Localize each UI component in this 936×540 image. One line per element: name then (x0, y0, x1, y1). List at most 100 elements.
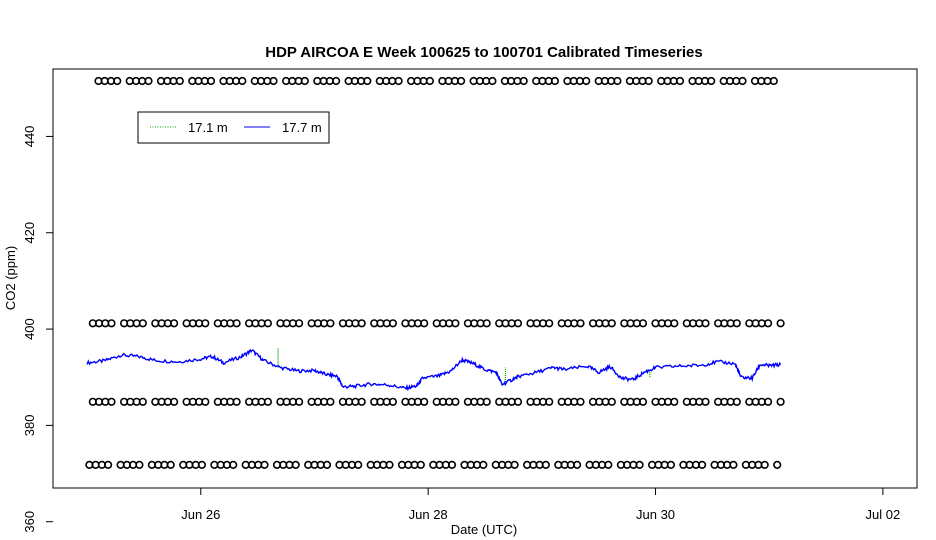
marker-point (138, 319, 147, 328)
marker-point (420, 397, 429, 406)
marker-point (332, 76, 341, 86)
marker-point (206, 76, 216, 86)
marker-point (572, 460, 582, 470)
marker-point (170, 319, 179, 328)
marker-point (701, 397, 710, 406)
marker-point (763, 319, 773, 328)
y-tick-label: 360 (22, 511, 37, 533)
marker-point (394, 76, 403, 86)
marker-point (135, 460, 144, 470)
marker-point (670, 319, 679, 328)
marker-point (166, 460, 175, 470)
marker-point (357, 397, 366, 406)
x-tick-label: Jun 28 (409, 507, 448, 522)
marker-point (291, 460, 300, 470)
legend-label-17-7m: 17.7 m (282, 120, 322, 135)
marker-point (103, 460, 113, 470)
x-tick-label: Jun 30 (636, 507, 675, 522)
marker-point (447, 460, 457, 470)
marker-point (295, 319, 304, 328)
marker-point (232, 397, 241, 406)
marker-point (388, 397, 398, 406)
marker-point (201, 397, 210, 406)
x-tick-label: Jun 26 (181, 507, 220, 522)
marker-point (295, 397, 304, 406)
marker-point (326, 319, 335, 328)
marker-point (769, 76, 778, 86)
y-axis-label: CO2 (ppm) (3, 246, 18, 310)
marker-point (519, 76, 528, 86)
marker-point (513, 397, 523, 406)
marker-point (729, 460, 738, 470)
marker-point (170, 397, 179, 406)
marker-point (482, 397, 491, 406)
marker-point (707, 76, 716, 86)
y-tick-label: 400 (22, 318, 37, 340)
marker-point (545, 319, 554, 328)
marker-point (238, 76, 247, 86)
marker-point (451, 319, 460, 328)
marker-point (697, 460, 707, 470)
marker-point (385, 460, 394, 470)
marker-point (607, 397, 616, 406)
x-axis-label: Date (UTC) (451, 522, 517, 537)
marker-point (604, 460, 613, 470)
marker-point (635, 460, 644, 470)
marker-point (388, 319, 398, 328)
marker-point (763, 397, 773, 406)
marker-point (773, 460, 782, 470)
marker-row (88, 319, 785, 328)
marker-point (513, 319, 523, 328)
marker-point (300, 76, 309, 86)
marker-point (197, 460, 206, 470)
marker-point (613, 76, 622, 86)
marker-point (425, 76, 435, 86)
marker-point (550, 76, 560, 86)
marker-point (457, 76, 466, 86)
marker-point (363, 76, 372, 86)
marker-point (638, 319, 648, 328)
legend-box (137, 111, 330, 144)
marker-point (357, 319, 366, 328)
legend: 17.1 m 17.7 m (137, 111, 330, 144)
marker-point (644, 76, 653, 86)
marker-point (760, 460, 769, 470)
marker-row (94, 76, 778, 86)
marker-point (269, 76, 278, 86)
marker-point (732, 397, 741, 406)
marker-point (260, 460, 269, 470)
data-layer (85, 76, 785, 470)
marker-point (232, 319, 241, 328)
marker-point (138, 397, 147, 406)
y-tick-label: 440 (22, 126, 37, 148)
marker-point (541, 460, 550, 470)
marker-point (607, 319, 616, 328)
marker-point (482, 319, 491, 328)
marker-point (776, 397, 785, 406)
x-tick-label: Jul 02 (866, 507, 901, 522)
marker-row (88, 397, 785, 406)
legend-label-17-1m: 17.1 m (188, 120, 228, 135)
plot-frame (52, 68, 918, 489)
marker-point (263, 319, 273, 328)
marker-point (666, 460, 676, 470)
marker-point (326, 397, 335, 406)
marker-point (479, 460, 488, 470)
marker-point (510, 460, 519, 470)
series-line-17-7m (86, 349, 782, 391)
marker-point (576, 319, 585, 328)
x-axis: Jun 26 Jun 28 Jun 30 Jul 02 (181, 488, 900, 522)
marker-point (416, 460, 425, 470)
y-tick-label: 380 (22, 415, 37, 437)
marker-point (229, 460, 238, 470)
marker-point (175, 76, 184, 86)
marker-point (263, 397, 273, 406)
y-tick-label: 420 (22, 222, 37, 244)
marker-point (451, 397, 460, 406)
chart-title: HDP AIRCOA E Week 100625 to 100701 Calib… (265, 44, 702, 61)
marker-point (576, 397, 585, 406)
marker-point (582, 76, 591, 86)
marker-point (322, 460, 332, 470)
marker-point (732, 319, 741, 328)
